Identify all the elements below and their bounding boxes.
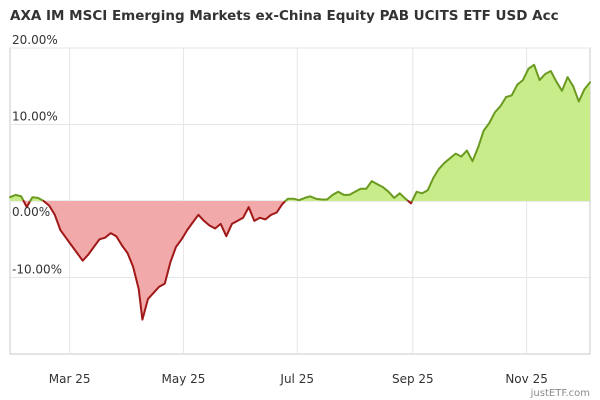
x-tick-label: May 25 xyxy=(161,372,205,386)
positive-series-line xyxy=(411,63,591,202)
positive-area-fill xyxy=(412,64,590,201)
watermark: justETF.com xyxy=(530,388,590,399)
x-tick-label: Mar 25 xyxy=(49,372,91,386)
positive-series-line xyxy=(29,196,45,202)
y-tick-label: 20.00% xyxy=(12,33,58,47)
positive-series-line xyxy=(9,193,25,202)
x-tick-label: Sep 25 xyxy=(392,372,434,386)
negative-area-fill xyxy=(43,201,286,320)
x-tick-label: Nov 25 xyxy=(505,372,548,386)
y-tick-label: -10.00% xyxy=(12,263,62,277)
label-layer: 20.00% 10.00% 0.00% -10.00% Mar 25 May 25 Jul … xyxy=(12,33,548,386)
y-tick-label: 10.00% xyxy=(12,110,58,124)
chart-title: AXA IM MSCI Emerging Markets ex-China Eq… xyxy=(10,8,559,24)
negative-series-line xyxy=(42,200,287,321)
x-tick-label: Jul 25 xyxy=(279,372,314,386)
y-tick-label: 0.00% xyxy=(12,205,50,219)
line-layer xyxy=(9,63,591,321)
negative-series-line xyxy=(22,200,32,209)
positive-area-fill xyxy=(285,181,409,201)
positive-series-line xyxy=(284,180,410,202)
